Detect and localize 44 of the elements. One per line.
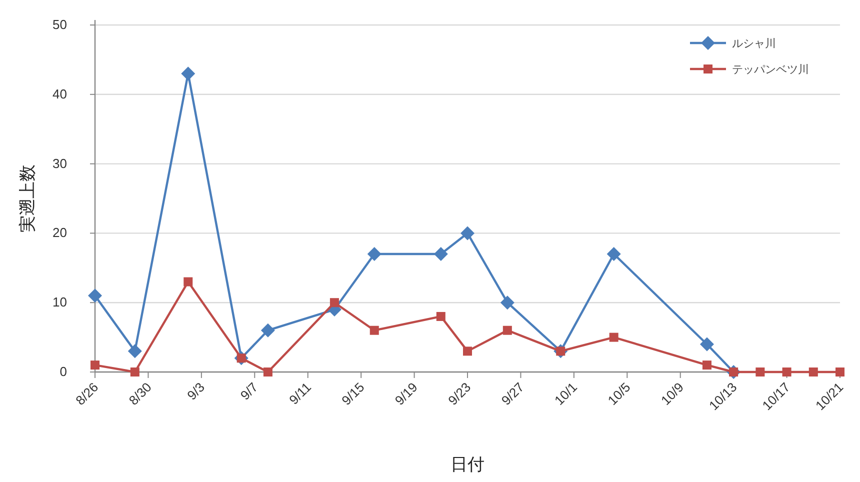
point bbox=[128, 344, 142, 358]
point bbox=[500, 296, 514, 310]
point bbox=[782, 368, 792, 376]
point bbox=[756, 368, 765, 376]
x-tick-label: 9/15 bbox=[338, 380, 368, 408]
point bbox=[463, 346, 472, 356]
point bbox=[181, 66, 196, 81]
x-tick-label: 9/3 bbox=[184, 380, 208, 403]
y-axis-title: 実遡上数 bbox=[18, 164, 37, 232]
y-tick-label: 30 bbox=[52, 156, 67, 171]
legend-label: ルシャ川 bbox=[732, 37, 776, 50]
point bbox=[130, 368, 140, 376]
x-tick-label: 9/23 bbox=[445, 380, 474, 408]
point bbox=[184, 277, 193, 286]
point bbox=[502, 326, 512, 335]
x-tick-label: 9/7 bbox=[237, 380, 261, 403]
y-tick-label: 40 bbox=[52, 86, 67, 102]
point bbox=[460, 226, 474, 240]
x-tick-label: 8/26 bbox=[72, 380, 102, 408]
y-tick-label: 50 bbox=[52, 17, 67, 32]
point bbox=[260, 323, 275, 338]
point bbox=[88, 288, 102, 303]
x-tick-label: 8/30 bbox=[126, 380, 154, 408]
y-tick-label: 10 bbox=[52, 294, 67, 310]
y-tick-label: 20 bbox=[52, 225, 67, 240]
point bbox=[609, 332, 618, 342]
point bbox=[263, 368, 272, 376]
legend-label: テッパンベツ川 bbox=[732, 63, 809, 76]
point bbox=[370, 326, 379, 335]
point bbox=[330, 298, 339, 308]
x-axis-title: 日付 bbox=[450, 455, 484, 474]
point bbox=[90, 360, 100, 370]
point bbox=[702, 360, 712, 370]
point bbox=[606, 247, 621, 262]
point bbox=[436, 312, 446, 321]
point bbox=[367, 247, 382, 262]
point bbox=[808, 368, 818, 376]
y-tick-label: 0 bbox=[60, 364, 67, 379]
point bbox=[700, 337, 714, 352]
x-tick-label: 9/11 bbox=[286, 380, 314, 408]
x-tick-label: 10/9 bbox=[658, 380, 686, 408]
point bbox=[434, 247, 448, 262]
x-tick-label: 9/19 bbox=[392, 380, 420, 408]
x-tick-label: 10/1 bbox=[552, 380, 580, 408]
